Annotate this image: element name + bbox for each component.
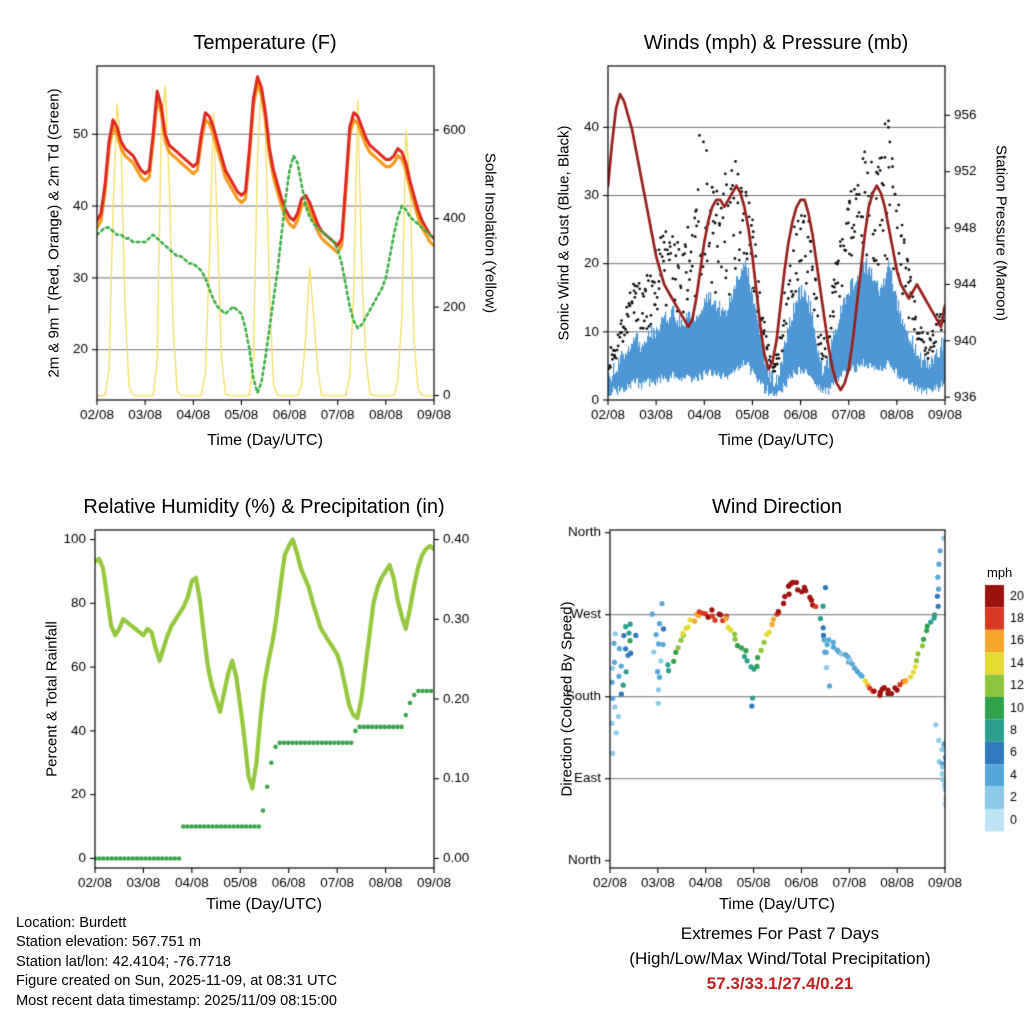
- humidity-precip-xaxis-label: Time (Day/UTC): [206, 896, 322, 913]
- station-latlon-line: Station lat/lon: 42.4104; -76.7718: [16, 953, 232, 970]
- temperature-chart-title: Temperature (F): [193, 32, 337, 54]
- winds-pressure-chart-title: Winds (mph) & Pressure (mb): [643, 32, 909, 54]
- figure-created-line: Figure created on Sun, 2025-11-09, at 08…: [16, 973, 337, 990]
- temperature-chart-canvas: [0, 0, 512, 470]
- extremes-subtitle: (High/Low/Max Wind/Total Precipitation): [629, 949, 931, 968]
- humidity-precip-chart-canvas: [0, 470, 512, 940]
- station-elevation-line: Station elevation: 567.751 m: [16, 934, 201, 951]
- winds-pressure-chart-canvas: [512, 0, 1024, 470]
- wind-direction-chart-canvas: [512, 470, 1024, 940]
- extremes-summary: Extremes For Past 7 Days (High/Low/Max W…: [555, 921, 1005, 996]
- pressure-ylabel-right: Station Pressure (Maroon): [992, 145, 1010, 321]
- extremes-values: 57.3/33.1/27.4/0.21: [706, 974, 854, 993]
- winds-pressure-xaxis-label: Time (Day/UTC): [718, 432, 834, 449]
- temperature-ylabel-left: 2m & 9m T (Red, Orange) & 2m Td (Green): [45, 88, 63, 378]
- temperature-xaxis-label: Time (Day/UTC): [207, 432, 323, 449]
- wind-direction-xaxis-label: Time (Day/UTC): [719, 896, 835, 913]
- station-info-footer: Location: Burdett Station elevation: 567…: [16, 914, 337, 1011]
- station-location-line: Location: Burdett: [16, 915, 127, 931]
- temperature-ylabel-right: Solar Insolation (Yellow): [481, 152, 499, 314]
- winds-ylabel-left: Sonic Wind & Gust (Blue, Black): [555, 125, 573, 341]
- wind-direction-chart-title: Wind Direction: [711, 496, 843, 518]
- humidity-ylabel-left: Percent & Total Rainfall: [43, 621, 61, 777]
- humidity-precip-chart-title: Relative Humidity (%) & Precipitation (i…: [83, 496, 445, 518]
- extremes-title: Extremes For Past 7 Days: [680, 924, 880, 943]
- data-timestamp-line: Most recent data timestamp: 2025/11/09 0…: [16, 992, 337, 1009]
- wind-direction-ylabel-left: Direction (Colored By Speed): [558, 601, 576, 797]
- colorbar-unit-label: mph: [987, 565, 1013, 580]
